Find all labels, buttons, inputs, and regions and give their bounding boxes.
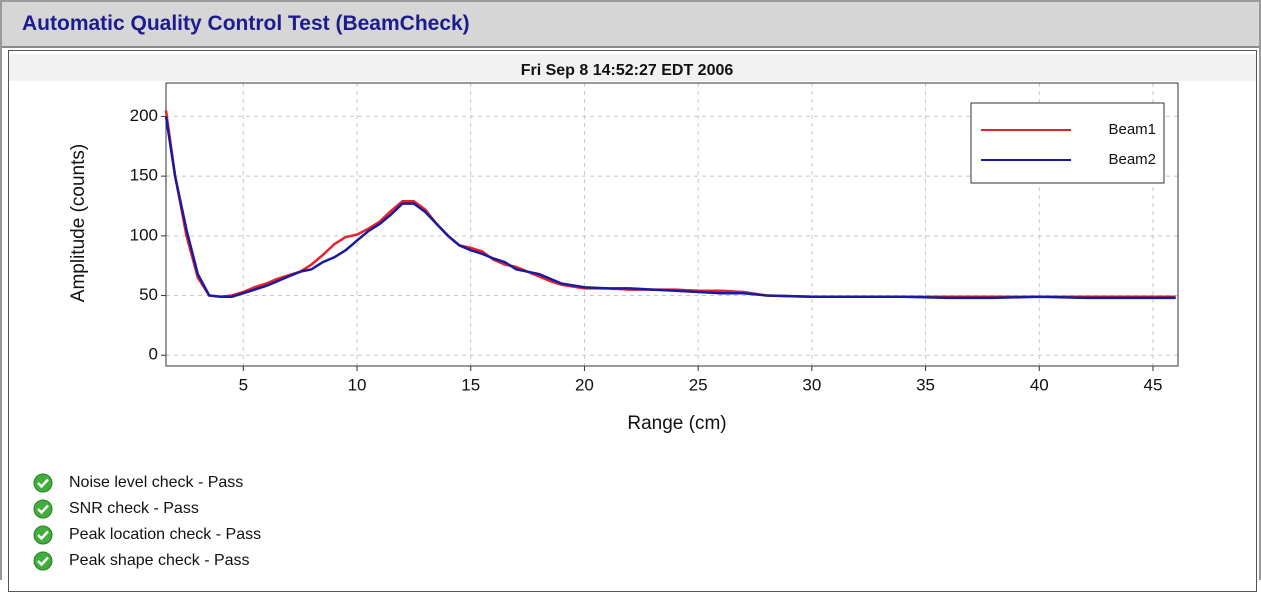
x-tick-label: 40 [1030, 375, 1049, 394]
check-icon [33, 551, 53, 571]
x-tick-label: 5 [239, 375, 248, 394]
y-tick-label: 200 [130, 106, 158, 125]
x-tick-label: 45 [1144, 375, 1163, 394]
chart-title: Fri Sep 8 14:52:27 EDT 2006 [521, 62, 734, 79]
check-text: Peak shape check - Pass [69, 552, 250, 569]
chart: Fri Sep 8 14:52:27 EDT 2006 Range (cm) A… [9, 54, 1256, 434]
y-tick-label: 0 [149, 345, 158, 364]
x-tick-label: 35 [916, 375, 935, 394]
y-tick-label: 50 [139, 285, 158, 304]
x-tick-label: 15 [461, 375, 480, 394]
y-tick-label: 150 [130, 166, 158, 185]
check-text: SNR check - Pass [69, 500, 199, 517]
x-tick-label: 30 [802, 375, 821, 394]
header-title: Automatic Quality Control Test (BeamChec… [22, 12, 470, 35]
plot-frame [165, 82, 1179, 367]
check-text: Peak location check - Pass [69, 526, 262, 543]
chart-title-band [9, 54, 1256, 81]
x-tick-label: 25 [689, 375, 708, 394]
x-tick-label: 10 [348, 375, 367, 394]
check-text: Noise level check - Pass [69, 474, 244, 491]
check-icon [33, 499, 53, 519]
x-axis-label: Range (cm) [627, 413, 726, 434]
check-item: SNR check - Pass [33, 497, 199, 521]
check-item: Noise level check - Pass [33, 471, 243, 495]
y-tick-label: 100 [130, 225, 158, 244]
check-icon [33, 525, 53, 545]
series-line [164, 116, 1176, 300]
y-axis-label: Amplitude (counts) [68, 144, 89, 302]
legend-box [970, 102, 1165, 184]
panel: Fri Sep 8 14:52:27 EDT 2006 Range (cm) A… [8, 50, 1257, 592]
legend-label: Beam2 [1108, 151, 1156, 168]
legend-label: Beam1 [1108, 121, 1156, 138]
x-tick-label: 20 [575, 375, 594, 394]
check-item: Peak shape check - Pass [33, 549, 250, 573]
header: Automatic Quality Control Test (BeamChec… [2, 2, 1259, 48]
check-item: Peak location check - Pass [33, 523, 261, 547]
check-icon [33, 473, 53, 493]
